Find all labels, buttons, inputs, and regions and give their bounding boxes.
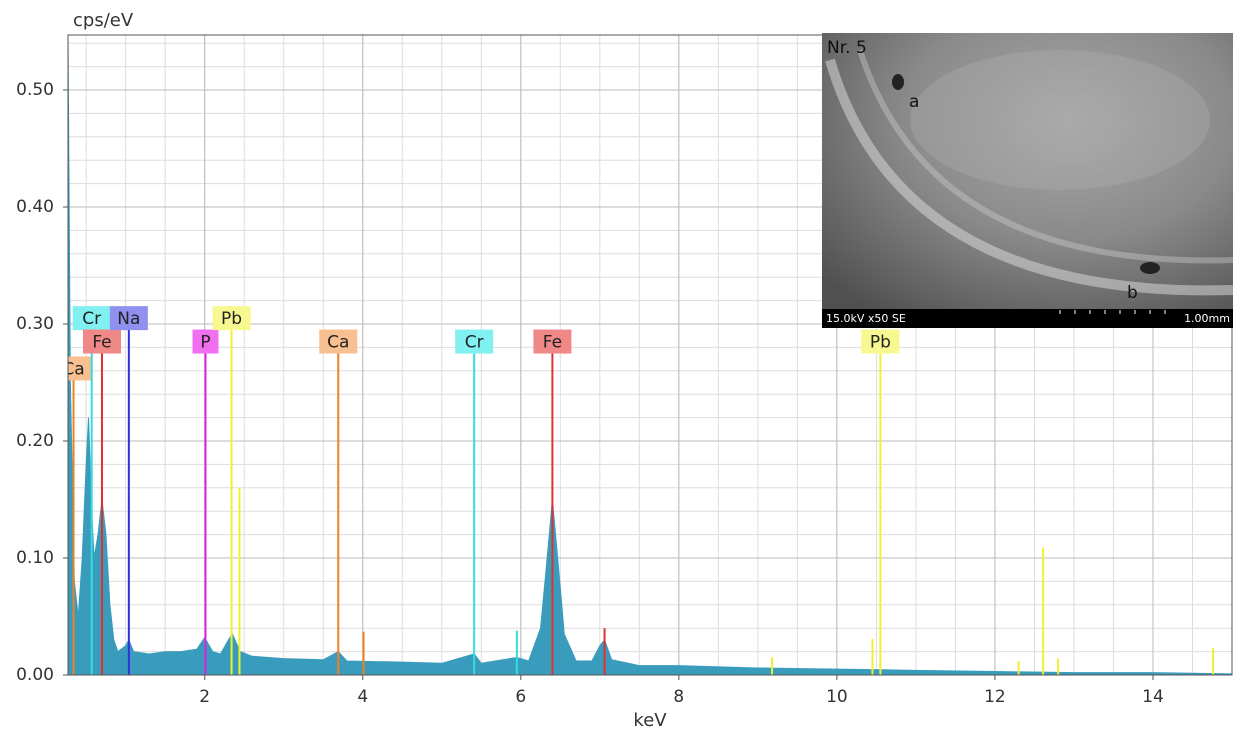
element-label: Fe bbox=[543, 333, 562, 353]
x-tick-label: 12 bbox=[984, 687, 1006, 707]
y-tick-label: 0.40 bbox=[16, 197, 54, 217]
element-label: Cr bbox=[82, 309, 101, 329]
x-tick-label: 4 bbox=[357, 687, 368, 707]
element-label: Pb bbox=[221, 309, 242, 329]
x-tick-label: 10 bbox=[826, 687, 848, 707]
sem-pore bbox=[1140, 262, 1160, 274]
y-tick-label: 0.00 bbox=[16, 665, 54, 685]
element-label: Na bbox=[117, 309, 140, 329]
element-label: Ca bbox=[62, 359, 84, 379]
element-label: Ca bbox=[327, 333, 349, 353]
chart: Ca Cr Fe Na P Pb Ca Cr Fe Pb cps/eV keV Nr. 5 a b… bbox=[0, 0, 1239, 732]
x-tick-label: 8 bbox=[673, 687, 684, 707]
inset-mark: b bbox=[1127, 283, 1138, 303]
inset-info: 15.0kV x50 SE bbox=[826, 312, 906, 325]
inset-scale: 1.00mm bbox=[1184, 312, 1230, 325]
x-axis-label: keV bbox=[633, 710, 667, 731]
sem-texture bbox=[910, 50, 1210, 190]
y-tick-label: 0.20 bbox=[16, 431, 54, 451]
y-tick-label: 0.50 bbox=[16, 80, 54, 100]
x-tick-label: 2 bbox=[199, 687, 210, 707]
element-label: Pb bbox=[870, 333, 891, 353]
sem-inset: Nr. 5 a b 15.0kV x50 SE 1.00mm bbox=[822, 33, 1233, 328]
inset-title: Nr. 5 bbox=[827, 38, 867, 58]
inset-mark: a bbox=[909, 92, 919, 112]
x-tick-label: 14 bbox=[1142, 687, 1164, 707]
element-label: Fe bbox=[92, 333, 111, 353]
y-axis-label: cps/eV bbox=[73, 10, 134, 31]
element-label: Cr bbox=[465, 333, 484, 353]
x-tick-label: 6 bbox=[515, 687, 526, 707]
element-label: P bbox=[200, 333, 210, 353]
y-tick-label: 0.10 bbox=[16, 548, 54, 568]
y-tick-label: 0.30 bbox=[16, 314, 54, 334]
sem-pore bbox=[892, 74, 904, 90]
